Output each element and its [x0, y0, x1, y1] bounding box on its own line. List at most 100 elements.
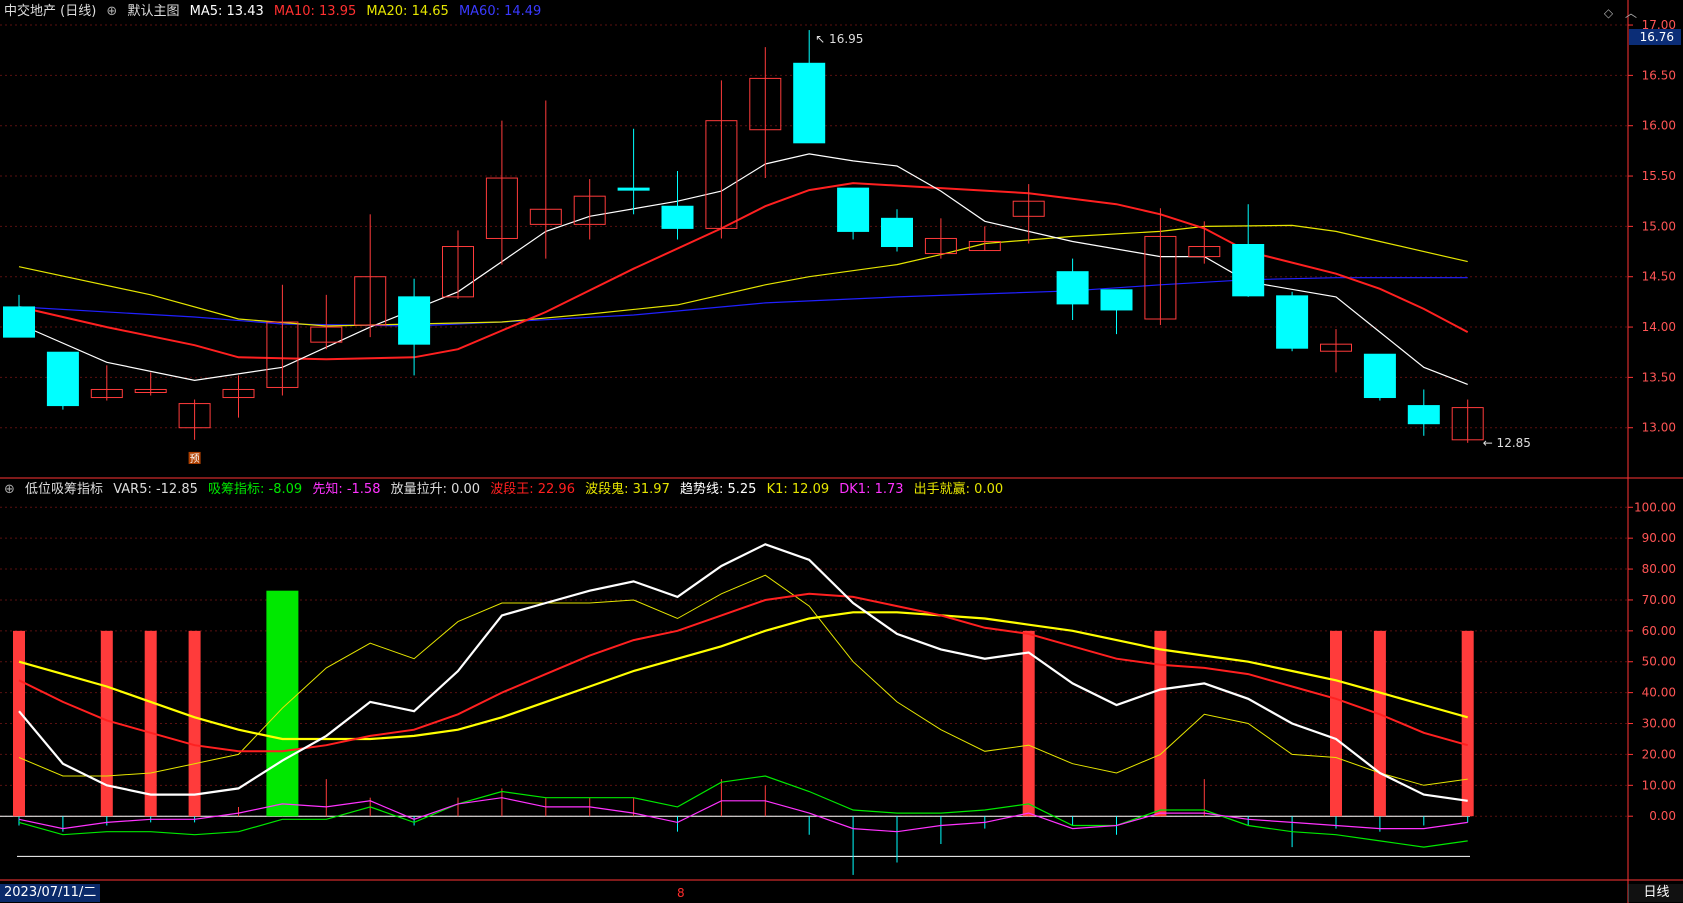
pre-marker-box [188, 451, 201, 464]
candle-body [837, 187, 870, 232]
candle-body [1012, 200, 1045, 217]
ma5-value: MA5: 13.43 [189, 4, 264, 19]
current-price-box [1629, 29, 1681, 45]
month-marker: 8 [677, 886, 685, 900]
diamond-icon[interactable]: ◇ [1603, 6, 1614, 20]
indicator-tick-label: 20.00 [1642, 747, 1676, 761]
indicator-tick-label: 0.00 [1649, 809, 1676, 823]
csjy-value: 出手就赢: 0.00 [913, 482, 1004, 497]
candle-body [178, 403, 211, 429]
date-readout: 2023/07/11/二 [0, 884, 101, 902]
ma60-value: MA60: 14.49 [458, 4, 542, 19]
ma10-line [18, 182, 1469, 361]
candle-body [573, 195, 606, 225]
candle-body [398, 296, 431, 345]
dk1-value: DK1: 1.73 [839, 482, 904, 497]
price-tick-label: 16.00 [1642, 119, 1676, 133]
signal-bar-red [13, 630, 25, 817]
candle-body [661, 205, 694, 229]
candle-body [529, 208, 562, 225]
candle-body [705, 120, 738, 229]
candle-body [266, 321, 299, 388]
candle-body [881, 217, 913, 248]
indicator-header: ⊕ 低位吸筹指标 VAR5: -12.85 吸筹指标: -8.09 先知: -1… [4, 481, 1009, 499]
candle-body [1232, 244, 1265, 297]
indicator-toggle-icon[interactable]: ⊕ [4, 482, 15, 497]
candle-body [968, 240, 1001, 252]
bdw-line [18, 592, 1468, 753]
candle-body [442, 246, 474, 298]
indicator-name[interactable]: 低位吸筹指标 [25, 482, 104, 497]
indicator-tick-label: 70.00 [1642, 593, 1676, 607]
candle-body [3, 306, 35, 338]
period-selector[interactable]: 日线 [1628, 884, 1683, 902]
candle-body [924, 237, 957, 255]
candle-body [1451, 407, 1484, 441]
candle-body [1407, 405, 1440, 425]
price-tick-label: 15.50 [1642, 169, 1676, 183]
price-tick-label: 16.50 [1642, 68, 1676, 82]
candle-body [617, 187, 650, 191]
candle-body [749, 77, 782, 131]
pre-marker: 预 [190, 453, 200, 465]
low-price-label: ← 12.85 [1483, 436, 1531, 450]
indicator-tick-label: 60.00 [1642, 624, 1676, 638]
xczb-value: 吸筹指标: -8.09 [208, 482, 303, 497]
candle-body [1144, 235, 1177, 320]
qsx-line [18, 543, 1468, 802]
candle-body [310, 326, 343, 343]
xz-line [18, 797, 1468, 833]
bdg-value: 波段鬼: 31.97 [585, 482, 670, 497]
xz-value: 先知: -1.58 [312, 482, 381, 497]
signal-bar-red [1154, 630, 1167, 817]
candle-body [222, 388, 255, 399]
candle-body [793, 62, 826, 144]
template-icon[interactable]: ⊕ [106, 4, 118, 19]
signal-bar-green [266, 590, 299, 817]
signal-bar-red [1373, 630, 1386, 817]
candle-body [485, 177, 518, 239]
indicator-tick-label: 50.00 [1642, 655, 1676, 669]
candle-body [90, 388, 123, 399]
indicator-tick-label: 90.00 [1642, 531, 1676, 545]
indicator-tick-label: 10.00 [1642, 778, 1676, 792]
candle-body [134, 388, 167, 393]
candle-body [1363, 353, 1396, 399]
candle-body [1056, 271, 1089, 305]
bdg-line [18, 574, 1468, 786]
candle-body [46, 351, 79, 407]
stock-name[interactable]: 中交地产 (日线) [4, 4, 97, 19]
k1-line [18, 611, 1468, 741]
indicator-tick-label: 40.00 [1642, 686, 1676, 700]
ma20-line [18, 224, 1468, 327]
xczb-line [18, 775, 1468, 848]
flls-value: 放量拉升: 0.00 [390, 482, 481, 497]
chevron-up-icon[interactable]: ︿ [1624, 6, 1637, 20]
ma20-value: MA20: 14.65 [366, 4, 449, 19]
signal-bar-red [1461, 630, 1474, 817]
k1-value: K1: 12.09 [766, 482, 830, 497]
qsx-value: 趋势线: 5.25 [679, 482, 757, 497]
signal-bar-red [1330, 630, 1342, 817]
template-name[interactable]: 默认主图 [127, 4, 180, 19]
bdw-value: 波段王: 22.96 [490, 482, 575, 497]
price-tick-label: 14.50 [1642, 270, 1676, 284]
chart-corner-controls: ◇ ︿ [1596, 4, 1637, 21]
price-tick-label: 13.50 [1642, 370, 1676, 384]
indicator-tick-label: 80.00 [1642, 562, 1676, 576]
main-chart-header: 中交地产 (日线) ⊕ 默认主图 MA5: 13.43 MA10: 13.95 … [4, 3, 547, 21]
candle-body [1188, 246, 1221, 258]
signal-bar-red [188, 630, 201, 817]
signal-bar-red [100, 630, 113, 817]
candle-body [1100, 289, 1133, 311]
signal-bar-red [1022, 630, 1035, 817]
candle-body [1276, 295, 1309, 349]
indicator-tick-label: 100.00 [1634, 500, 1676, 514]
price-tick-label: 15.00 [1642, 219, 1676, 233]
price-tick-label: 13.00 [1642, 421, 1676, 435]
high-price-label: ↖ 16.95 [815, 32, 863, 46]
price-tick-label: 14.00 [1642, 320, 1676, 334]
signal-bar-red [144, 630, 157, 817]
candle-body [1320, 343, 1352, 352]
